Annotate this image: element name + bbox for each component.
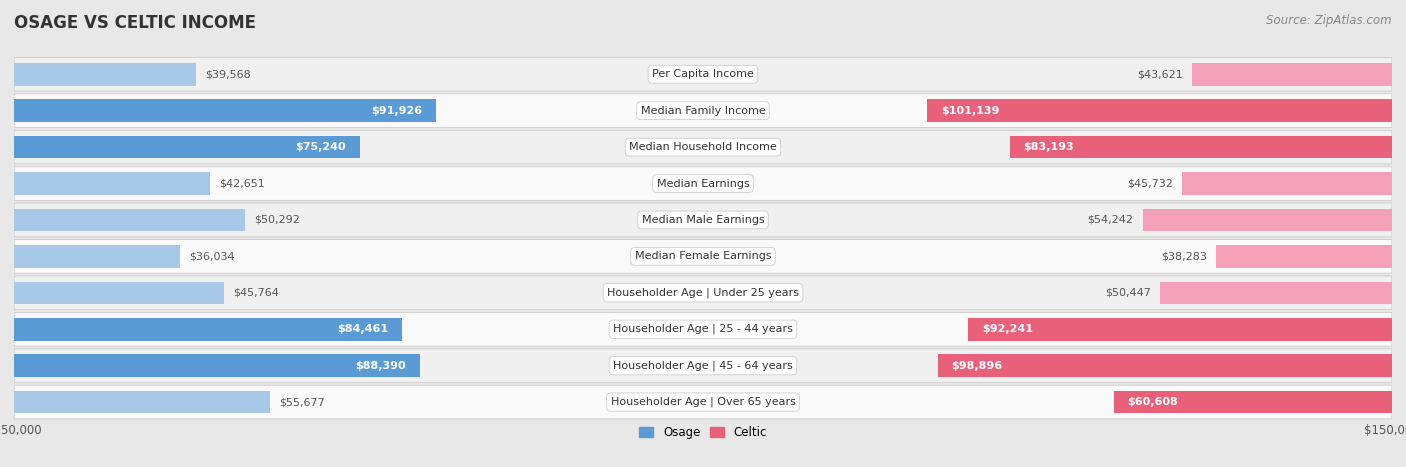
Text: Per Capita Income: Per Capita Income (652, 69, 754, 79)
Text: $42,651: $42,651 (219, 178, 264, 189)
Text: $45,732: $45,732 (1126, 178, 1173, 189)
Text: $54,242: $54,242 (1088, 215, 1133, 225)
Text: $83,193: $83,193 (1024, 142, 1074, 152)
Text: Median Family Income: Median Family Income (641, 106, 765, 116)
Text: $50,447: $50,447 (1105, 288, 1152, 298)
FancyBboxPatch shape (14, 167, 1392, 200)
Text: OSAGE VS CELTIC INCOME: OSAGE VS CELTIC INCOME (14, 14, 256, 32)
Text: $88,390: $88,390 (356, 361, 406, 371)
Bar (14, 245, 180, 268)
Text: $36,034: $36,034 (188, 251, 235, 262)
Bar (14, 209, 245, 231)
Text: Householder Age | 25 - 44 years: Householder Age | 25 - 44 years (613, 324, 793, 334)
FancyBboxPatch shape (14, 312, 1392, 346)
Bar (1182, 172, 1392, 195)
Bar (14, 136, 360, 158)
Bar (14, 354, 420, 377)
Text: $50,292: $50,292 (254, 215, 299, 225)
Text: $43,621: $43,621 (1136, 69, 1182, 79)
Text: $45,764: $45,764 (233, 288, 280, 298)
FancyBboxPatch shape (14, 385, 1392, 419)
Bar (14, 172, 209, 195)
Bar (969, 318, 1392, 340)
FancyBboxPatch shape (14, 240, 1392, 273)
FancyBboxPatch shape (14, 276, 1392, 310)
Bar (928, 99, 1392, 122)
Bar (14, 391, 270, 413)
Bar (14, 282, 224, 304)
Text: Householder Age | Under 25 years: Householder Age | Under 25 years (607, 288, 799, 298)
Text: $38,283: $38,283 (1161, 251, 1206, 262)
Text: $92,241: $92,241 (981, 324, 1033, 334)
Bar (938, 354, 1392, 377)
Text: $55,677: $55,677 (278, 397, 325, 407)
Legend: Osage, Celtic: Osage, Celtic (634, 421, 772, 444)
Text: $101,139: $101,139 (941, 106, 1000, 116)
Text: Householder Age | Over 65 years: Householder Age | Over 65 years (610, 397, 796, 407)
Text: $60,608: $60,608 (1128, 397, 1178, 407)
FancyBboxPatch shape (14, 349, 1392, 382)
FancyBboxPatch shape (14, 94, 1392, 127)
Text: $84,461: $84,461 (337, 324, 388, 334)
Text: Median Female Earnings: Median Female Earnings (634, 251, 772, 262)
FancyBboxPatch shape (14, 203, 1392, 237)
Bar (1143, 209, 1392, 231)
Text: Source: ZipAtlas.com: Source: ZipAtlas.com (1267, 14, 1392, 27)
Bar (14, 99, 436, 122)
Text: Median Household Income: Median Household Income (628, 142, 778, 152)
Text: Householder Age | 45 - 64 years: Householder Age | 45 - 64 years (613, 361, 793, 371)
Text: Median Male Earnings: Median Male Earnings (641, 215, 765, 225)
Text: $75,240: $75,240 (295, 142, 346, 152)
Text: $91,926: $91,926 (371, 106, 422, 116)
Bar (14, 63, 195, 85)
Bar (1160, 282, 1392, 304)
Bar (1192, 63, 1392, 85)
Bar (14, 318, 402, 340)
Text: $98,896: $98,896 (952, 361, 1002, 371)
FancyBboxPatch shape (14, 57, 1392, 91)
Text: $39,568: $39,568 (205, 69, 250, 79)
Bar (1010, 136, 1392, 158)
Bar (1216, 245, 1392, 268)
FancyBboxPatch shape (14, 130, 1392, 164)
Text: Median Earnings: Median Earnings (657, 178, 749, 189)
Bar (1114, 391, 1392, 413)
